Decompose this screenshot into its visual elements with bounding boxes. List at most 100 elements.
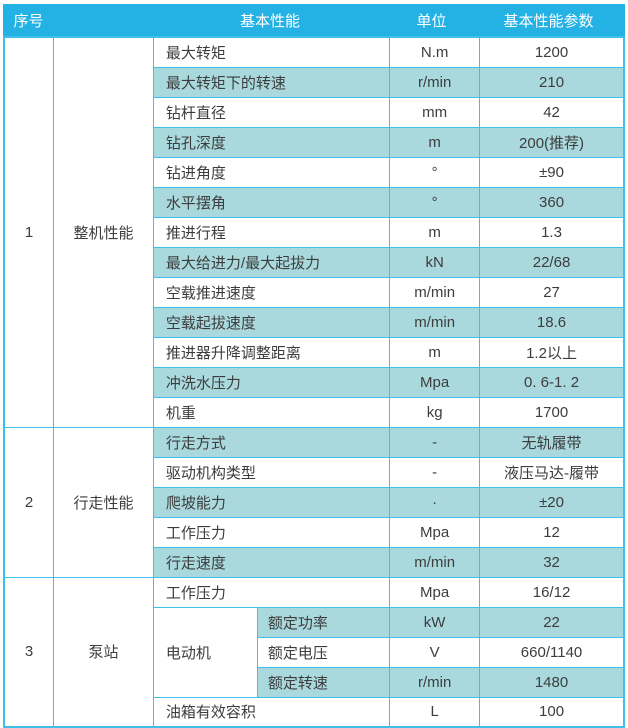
table-row: 行走速度 m/min 32 [4, 546, 625, 578]
row-value-cell: 18.6 [479, 306, 625, 338]
row-label-cell: 爬坡能力 [152, 486, 391, 518]
table-row: 空载起拔速度 m/min 18.6 [4, 306, 625, 338]
row-unit-cell: m/min [389, 546, 481, 578]
row-label-cell: 行走方式 [152, 426, 391, 458]
row-unit-cell: N.m [389, 36, 481, 68]
row-label-cell: 最大转矩 [152, 36, 391, 68]
row-label-cell: 工作压力 [152, 516, 391, 548]
table-row: 额定电压 V 660/1140 [4, 636, 625, 668]
section-category-cell: 行走性能 [52, 426, 154, 578]
row-label-cell: 空载推进速度 [152, 276, 391, 308]
row-unit-cell: - [389, 456, 481, 488]
header-index: 序号 [13, 12, 44, 30]
row-value-cell: 1.3 [479, 216, 625, 248]
row-unit-cell: r/min [389, 66, 481, 98]
header-unit: 单位 [416, 12, 447, 30]
section-index-cell: 2 [3, 426, 54, 578]
row-unit-cell: m [389, 336, 481, 368]
table-row: 2 行走性能 行走方式 - 无轨履带 [3, 426, 625, 578]
row-value-cell: 无轨履带 [479, 426, 625, 458]
table-row: 冲洗水压力 Mpa 0. 6-1. 2 [4, 366, 625, 398]
row-unit-cell: m [389, 126, 481, 158]
motor-group-cell: 电动机 [152, 606, 258, 698]
row-label-cell: 机重 [152, 396, 391, 428]
row-unit-cell: ° [389, 156, 481, 188]
row-unit-cell: m [389, 216, 481, 248]
table-row: 钻孔深度 m 200(推荐) [4, 126, 625, 158]
row-value-cell: 1.2以上 [479, 336, 625, 368]
section-category-cell: 整机性能 [52, 36, 154, 428]
row-label-cell: 推进行程 [152, 216, 391, 248]
row-unit-cell: m/min [389, 306, 481, 338]
row-unit-cell: Mpa [389, 516, 481, 548]
section-index-cell: 1 [3, 36, 54, 428]
row-value-cell: ±20 [479, 486, 625, 518]
row-value-cell: 660/1140 [479, 636, 625, 668]
row-label-cell: 额定电压 [256, 636, 391, 668]
row-label-cell: 驱动机构类型 [152, 456, 391, 488]
table-row: 钻杆直径 mm 42 [4, 96, 625, 128]
row-value-cell: 0. 6-1. 2 [479, 366, 625, 398]
table-row: 驱动机构类型 - 液压马达-履带 [4, 456, 625, 488]
row-unit-cell: - [389, 426, 481, 458]
table-row: 油箱有效容积 L 100 [4, 696, 625, 728]
table-row: 钻进角度 ° ±90 [4, 156, 625, 188]
row-unit-cell: mm [389, 96, 481, 128]
row-label-cell: 空载起拔速度 [152, 306, 391, 338]
row-unit-cell: r/min [389, 666, 481, 698]
row-value-cell: 16/12 [479, 576, 625, 608]
section-index-cell: 3 [3, 576, 54, 728]
row-value-cell: 32 [479, 546, 625, 578]
table-row: 工作压力 Mpa 12 [4, 516, 625, 548]
table-row: 空载推进速度 m/min 27 [4, 276, 625, 308]
row-unit-cell: L [389, 696, 481, 728]
table-header-row: 序号 基本性能 单位 基本性能参数 [3, 4, 625, 36]
row-label-cell: 额定功率 [256, 606, 391, 638]
row-label-cell: 钻孔深度 [152, 126, 391, 158]
table-row: 爬坡能力 · ±20 [4, 486, 625, 518]
row-unit-cell: Mpa [389, 576, 481, 608]
table-row: 机重 kg 1700 [4, 396, 625, 428]
row-value-cell: 210 [479, 66, 625, 98]
row-label-cell: 行走速度 [152, 546, 391, 578]
table-row: 电动机 额定功率 kW 22 [4, 606, 625, 698]
row-value-cell: 1200 [479, 36, 625, 68]
row-unit-cell: V [389, 636, 481, 668]
row-value-cell: 27 [479, 276, 625, 308]
row-value-cell: ±90 [479, 156, 625, 188]
section-category-cell: 泵站 [52, 576, 154, 728]
row-value-cell: 12 [479, 516, 625, 548]
header-performance: 基本性能 [239, 12, 300, 30]
row-label-cell: 水平摆角 [152, 186, 391, 218]
row-value-cell: 1700 [479, 396, 625, 428]
row-label-cell: 油箱有效容积 [152, 696, 391, 728]
row-label-cell: 冲洗水压力 [152, 366, 391, 398]
row-value-cell: 200(推荐) [479, 126, 625, 158]
spec-table-body: 1 整机性能 最大转矩 N.m 1200 最大转矩下的转速 r/min 210 钻杆直径 mm 42… [3, 36, 625, 728]
spec-table: 序号 基本性能 单位 基本性能参数 1 整机性能 最大转矩 N.m 1200 最大转矩下的… [3, 4, 625, 728]
row-value-cell: 22/68 [479, 246, 625, 278]
row-unit-cell: kN [389, 246, 481, 278]
row-unit-cell: kW [389, 606, 481, 638]
row-value-cell: 42 [479, 96, 625, 128]
row-label-cell: 推进器升降调整距离 [152, 336, 391, 368]
table-row: 最大给进力/最大起拔力 kN 22/68 [4, 246, 625, 278]
row-unit-cell: kg [389, 396, 481, 428]
table-row: 推进行程 m 1.3 [4, 216, 625, 248]
table-row: 1 整机性能 最大转矩 N.m 1200 [3, 36, 625, 428]
row-value-cell: 22 [479, 606, 625, 638]
row-label-cell: 最大给进力/最大起拔力 [152, 246, 391, 278]
row-label-cell: 钻进角度 [152, 156, 391, 188]
row-unit-cell: · [389, 486, 481, 518]
table-row: 3 泵站 工作压力 Mpa 16/12 [3, 576, 625, 728]
row-label-cell: 钻杆直径 [152, 96, 391, 128]
row-value-cell: 液压马达-履带 [479, 456, 625, 488]
row-label-cell: 工作压力 [152, 576, 391, 608]
table-row: 额定转速 r/min 1480 [4, 666, 625, 698]
header-value: 基本性能参数 [503, 12, 594, 30]
row-value-cell: 360 [479, 186, 625, 218]
row-unit-cell: m/min [389, 276, 481, 308]
row-unit-cell: ° [389, 186, 481, 218]
row-label-cell: 最大转矩下的转速 [152, 66, 391, 98]
row-value-cell: 1480 [479, 666, 625, 698]
